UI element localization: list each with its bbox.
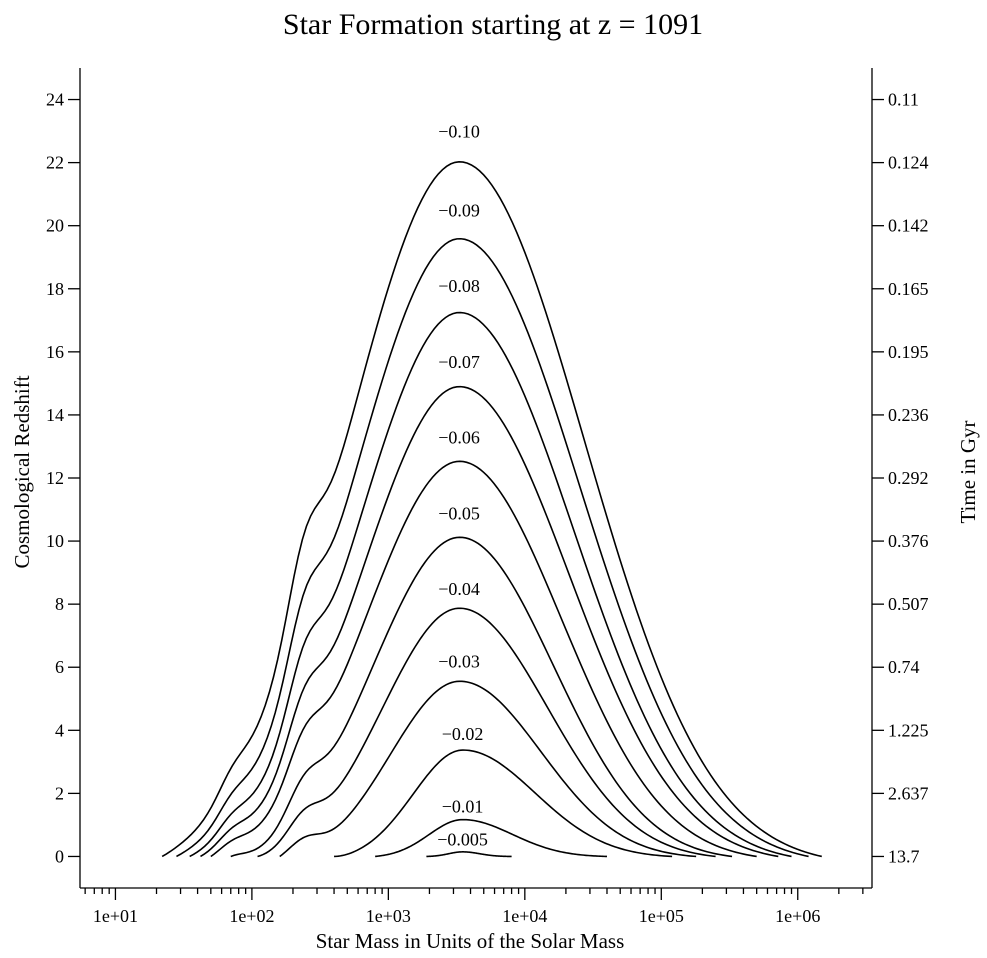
y-tick-label-right: 0.74 bbox=[888, 657, 920, 677]
y-tick-label-right: 2.637 bbox=[888, 783, 929, 803]
x-tick-label: 1e+05 bbox=[639, 906, 684, 926]
x-tick-label: 1e+06 bbox=[775, 906, 820, 926]
curve-label: −0.07 bbox=[438, 352, 480, 372]
curve-label: −0.03 bbox=[438, 652, 480, 672]
curve-label: −0.08 bbox=[438, 276, 480, 296]
curve bbox=[279, 680, 697, 858]
y-tick-label-right: 0.165 bbox=[888, 279, 929, 299]
curve bbox=[257, 607, 716, 858]
curve-label: −0.06 bbox=[438, 428, 480, 448]
curve-label: −0.02 bbox=[442, 724, 484, 744]
y-tick-label-right: 0.507 bbox=[888, 594, 929, 614]
y-tick-label-left: 24 bbox=[46, 90, 64, 110]
x-tick-label: 1e+02 bbox=[229, 906, 274, 926]
curve bbox=[375, 818, 608, 858]
curve-label: −0.10 bbox=[438, 122, 480, 142]
y-tick-label-right: 0.236 bbox=[888, 405, 929, 425]
y-tick-label-left: 4 bbox=[55, 720, 64, 740]
curve bbox=[176, 237, 809, 858]
axes-frame: 0 13.7 2 2.637 4 1.225 6 0.74 8 0.507 10 0.376 12 0.2… bbox=[46, 68, 929, 926]
curve bbox=[334, 749, 673, 858]
curve bbox=[210, 460, 757, 858]
curve bbox=[230, 536, 733, 858]
y-tick-label-left: 16 bbox=[46, 342, 64, 362]
y-tick-label-right: 0.142 bbox=[888, 216, 929, 236]
y-tick-label-left: 2 bbox=[55, 783, 64, 803]
x-axis-title: Star Mass in Units of the Solar Mass bbox=[316, 929, 625, 953]
y-tick-label-right: 0.376 bbox=[888, 531, 929, 551]
y-tick-label-right: 13.7 bbox=[888, 846, 920, 866]
y-tick-label-left: 0 bbox=[55, 846, 64, 866]
y-tick-label-right: 0.195 bbox=[888, 342, 929, 362]
x-tick-label: 1e+03 bbox=[366, 906, 411, 926]
curves-group bbox=[161, 161, 822, 858]
y-tick-label-left: 18 bbox=[46, 279, 64, 299]
chart-title: Star Formation starting at z = 1091 bbox=[283, 8, 703, 41]
x-tick-label: 1e+01 bbox=[93, 906, 138, 926]
y-axis-title-left: Cosmological Redshift bbox=[10, 375, 34, 568]
curve bbox=[161, 161, 822, 858]
curve-label: −0.05 bbox=[438, 503, 480, 523]
curve bbox=[200, 385, 779, 858]
curve-label: −0.005 bbox=[437, 830, 488, 850]
curve-label: −0.09 bbox=[438, 201, 480, 221]
y-tick-label-left: 14 bbox=[46, 405, 64, 425]
curve bbox=[426, 851, 512, 858]
y-tick-label-right: 0.124 bbox=[888, 153, 929, 173]
curve-label: −0.04 bbox=[438, 579, 480, 599]
y-tick-label-left: 22 bbox=[46, 153, 64, 173]
curve bbox=[189, 311, 792, 858]
curve-label: −0.01 bbox=[442, 797, 484, 817]
y-tick-label-left: 20 bbox=[46, 216, 64, 236]
y-tick-label-right: 1.225 bbox=[888, 720, 929, 740]
y-tick-label-left: 12 bbox=[46, 468, 64, 488]
curve-labels-group: −0.10 −0.09 −0.08 −0.07 −0.06 −0.05 −0.04 −0.03… bbox=[437, 122, 488, 850]
x-tick-label: 1e+04 bbox=[502, 906, 547, 926]
y-axis-title-right: Time in Gyr bbox=[956, 420, 980, 523]
y-tick-label-right: 0.292 bbox=[888, 468, 929, 488]
y-tick-label-left: 10 bbox=[46, 531, 64, 551]
y-tick-label-left: 8 bbox=[55, 594, 64, 614]
y-tick-label-left: 6 bbox=[55, 657, 64, 677]
y-tick-label-right: 0.11 bbox=[888, 90, 919, 110]
